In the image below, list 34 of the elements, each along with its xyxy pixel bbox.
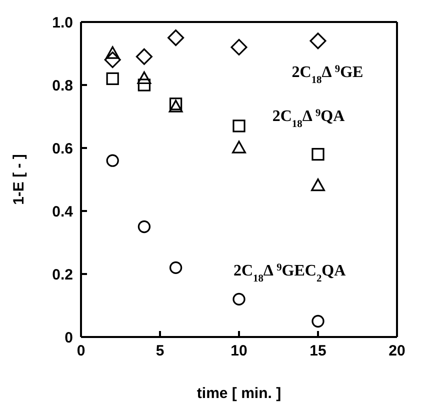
y-tick-label: 0.8 [52, 77, 73, 94]
x-axis-title: time [ min. ] [196, 385, 282, 402]
x-tick-label: 0 [76, 342, 86, 360]
point [138, 220, 151, 234]
series-label: 2C$_{18}$Δ $^{9}$QA [272, 107, 346, 130]
series-label: 2C$_{18}$Δ $^{9}$GE [292, 63, 364, 86]
point [232, 292, 246, 306]
point [169, 261, 182, 274]
point [232, 120, 246, 132]
y-axis-title: 1-E [ - ] [10, 154, 28, 205]
point [106, 72, 119, 86]
point [106, 154, 119, 167]
point [168, 29, 184, 46]
point [312, 148, 324, 161]
y-tick-label: 0.6 [52, 140, 73, 158]
y-tick-label: 0 [64, 329, 73, 346]
point [106, 46, 120, 59]
point [138, 78, 151, 92]
x-tick-label: 15 [310, 342, 326, 360]
point [136, 48, 152, 65]
point [311, 178, 325, 192]
point [312, 314, 324, 328]
point [104, 52, 121, 68]
x-tick-label: 10 [230, 342, 248, 360]
point [232, 140, 246, 154]
x-tick-label: 20 [388, 342, 406, 360]
point [230, 38, 248, 56]
y-tick-label: 0.2 [52, 266, 73, 284]
y-tick-label: 0.4 [52, 203, 74, 220]
y-tick-label: 1.0 [52, 14, 73, 32]
x-tick-label: 5 [156, 342, 164, 360]
point [310, 32, 326, 50]
series-label: 2C$_{18}$Δ $^{9}$GEC$_{2}$QA [233, 262, 346, 284]
point [137, 71, 152, 84]
